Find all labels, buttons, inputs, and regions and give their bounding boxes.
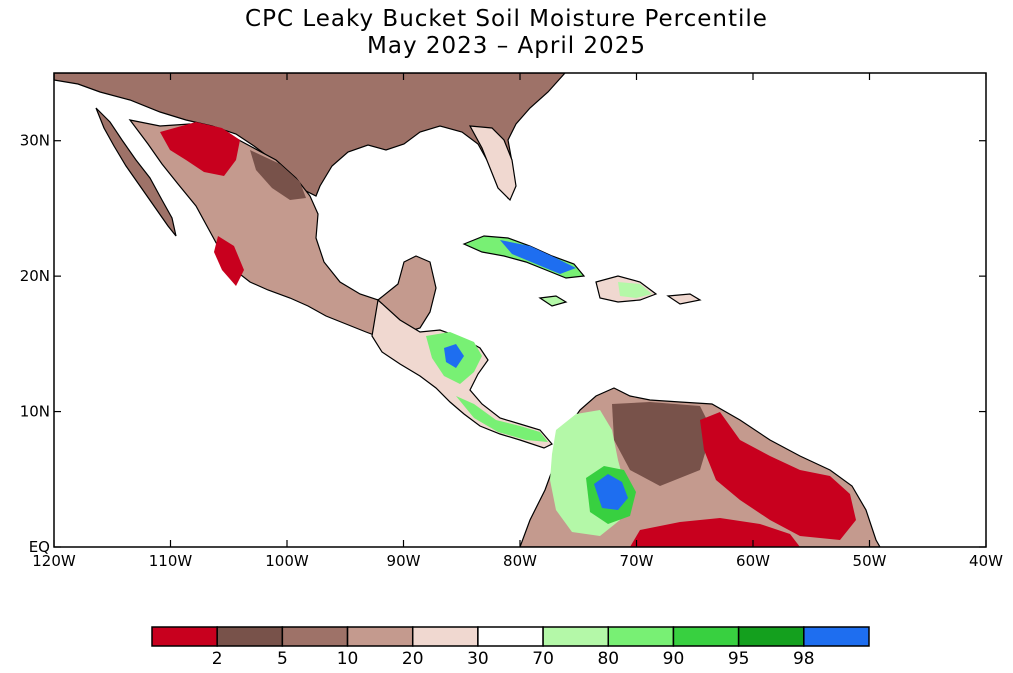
colorbar-swatch — [151, 626, 218, 647]
dry-core-texas — [250, 150, 306, 200]
wet-costa-rica — [456, 396, 548, 442]
colorbar-label: 20 — [402, 649, 424, 669]
colorbar-swatch — [672, 626, 740, 647]
land-shading — [54, 73, 881, 547]
dry-core-amazon — [630, 518, 800, 547]
chart-subtitle: May 2023 – April 2025 — [367, 33, 646, 59]
x-tick-label: 90W — [387, 552, 421, 570]
colorbar-swatch — [216, 626, 284, 647]
x-tick-label: 40W — [969, 552, 1003, 570]
colorbar-swatch — [803, 626, 870, 647]
land-jamaica — [538, 295, 568, 307]
wet-hispaniola — [618, 282, 652, 298]
colorbar-swatch — [346, 626, 414, 647]
land-baja — [95, 107, 177, 237]
wet-colombia-extreme — [594, 474, 628, 510]
dry-core-mexico — [160, 122, 240, 176]
colorbar-swatch — [737, 626, 805, 647]
dry-core-venezuela — [612, 402, 712, 486]
wet-honduras-core — [444, 344, 464, 368]
y-tick-label: 10N — [20, 403, 50, 421]
x-tick-label: 100W — [265, 552, 309, 570]
colorbar-swatch — [411, 626, 479, 647]
x-tick-label: 70W — [620, 552, 654, 570]
x-tick-label: 50W — [853, 552, 887, 570]
wet-cuba-core — [500, 240, 576, 274]
y-tick-label: EQ — [29, 538, 50, 556]
x-tick-label: 120W — [32, 552, 76, 570]
colorbar-swatch — [477, 626, 544, 647]
colorbar-label: 90 — [663, 649, 685, 669]
colorbar: 2 5 10 20 30 70 80 90 95 98 — [151, 626, 870, 669]
land-us-south — [54, 73, 566, 200]
x-tick-label: 60W — [736, 552, 770, 570]
colorbar-label: 2 — [212, 649, 223, 669]
colorbar-label: 95 — [728, 649, 750, 669]
colorbar-label: 98 — [793, 649, 815, 669]
land-puerto-rico — [666, 293, 702, 305]
x-tick-label: 80W — [503, 552, 537, 570]
y-tick-label: 20N — [20, 267, 50, 285]
colorbar-label: 80 — [597, 649, 619, 669]
colorbar-swatch — [607, 626, 675, 647]
land-florida — [468, 125, 517, 202]
colorbar-swatch — [542, 626, 610, 647]
colorbar-swatch — [281, 626, 349, 647]
colorbar-label: 10 — [337, 649, 359, 669]
x-axis: 120W 110W 100W 90W 80W 70W 60W 50W 40W — [32, 73, 1003, 570]
dry-core-mexico-south — [214, 236, 244, 286]
colorbar-label: 30 — [467, 649, 489, 669]
y-axis: 30N 20N 10N EQ — [20, 132, 986, 556]
colorbar-label: 70 — [532, 649, 554, 669]
chart-title: CPC Leaky Bucket Soil Moisture Percentil… — [245, 6, 768, 32]
colorbar-label: 5 — [277, 649, 288, 669]
x-tick-label: 110W — [149, 552, 193, 570]
dry-core-guianas — [700, 412, 856, 540]
y-tick-label: 30N — [20, 132, 50, 150]
